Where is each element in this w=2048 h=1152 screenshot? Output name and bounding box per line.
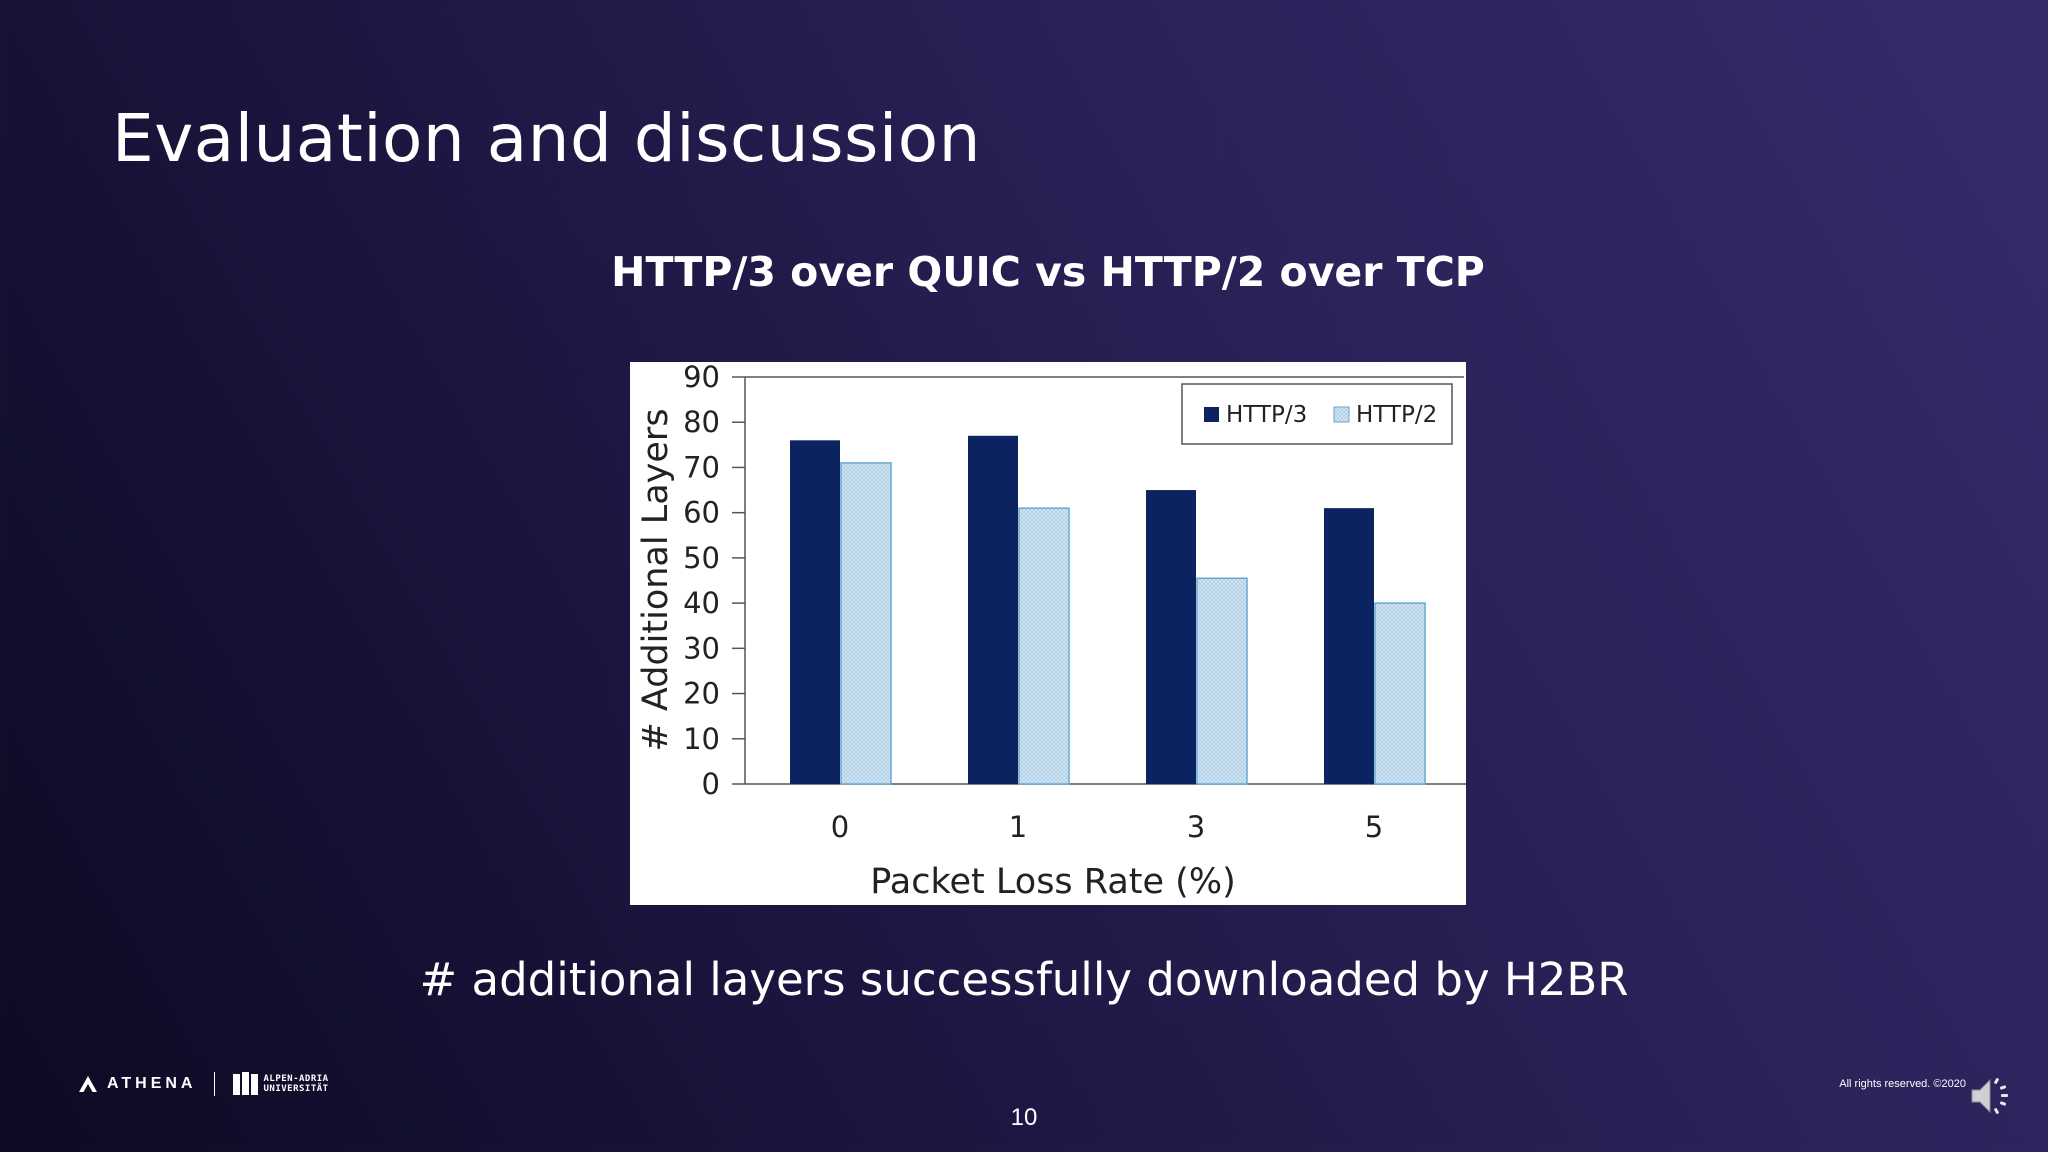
y-tick-label: 60 [683,496,720,530]
slide-caption: # additional layers successfully downloa… [419,953,1629,1006]
bar-http3 [1146,490,1196,784]
x-tick-label: 0 [831,810,849,844]
legend-swatch-http3 [1204,407,1219,422]
x-tick-label: 3 [1187,810,1205,844]
bar-http2 [1196,577,1248,785]
slide-title: Evaluation and discussion [112,100,981,177]
chart-panel: 0 10 20 30 40 50 60 70 80 90 0 1 3 5 Packet Loss Rate … [630,362,1466,905]
legend-box [1181,383,1453,445]
copyright-notice: All rights reserved. ©2020 [1839,1078,1966,1090]
legend-label-http2: HTTP/2 [1356,402,1437,428]
footer-logos: ATHENA ALPEN-ADRIA UNIVERSITÄT [78,1070,329,1098]
bar-http3 [1324,508,1374,784]
x-tick-label: 5 [1365,810,1383,844]
bar-chart: 0 10 20 30 40 50 60 70 80 90 0 1 3 5 Packet Loss Rate … [636,362,1466,902]
bar-http2 [1018,507,1070,785]
y-tick-label: 40 [683,586,720,620]
legend-swatch-http2 [1333,406,1350,423]
y-tick-label: 20 [683,677,720,711]
y-tick-label: 90 [683,362,720,394]
athena-logo-text: ATHENA [107,1075,197,1092]
aau-logo-line2: UNIVERSITÄT [263,1084,329,1094]
speaker-icon[interactable] [1968,1074,2012,1118]
y-tick-label: 70 [683,450,720,484]
y-tick-label: 30 [683,631,720,665]
y-tick-label: 0 [702,767,720,801]
athena-logo-icon [79,1076,97,1092]
y-tick-label: 10 [683,722,720,756]
bar-http3 [790,440,840,784]
bar-http2 [840,462,892,785]
y-tick-label: 50 [683,541,720,575]
aau-logo-text: ALPEN-ADRIA UNIVERSITÄT [263,1074,328,1094]
y-tick-label: 80 [683,405,720,439]
y-axis-label: # Additional Layers [636,408,676,751]
legend-label-http3: HTTP/3 [1226,402,1307,428]
page-number: 10 [1010,1104,1038,1131]
aau-logo-icon [233,1072,259,1095]
bar-http3 [968,435,1018,784]
x-tick-label: 1 [1009,810,1027,844]
chart-heading: HTTP/3 over QUIC vs HTTP/2 over TCP [611,248,1485,296]
aau-logo-line1: ALPEN-ADRIA [263,1074,329,1084]
bar-http2 [1374,602,1426,785]
x-axis-label: Packet Loss Rate (%) [870,862,1235,902]
logo-divider [214,1072,216,1096]
